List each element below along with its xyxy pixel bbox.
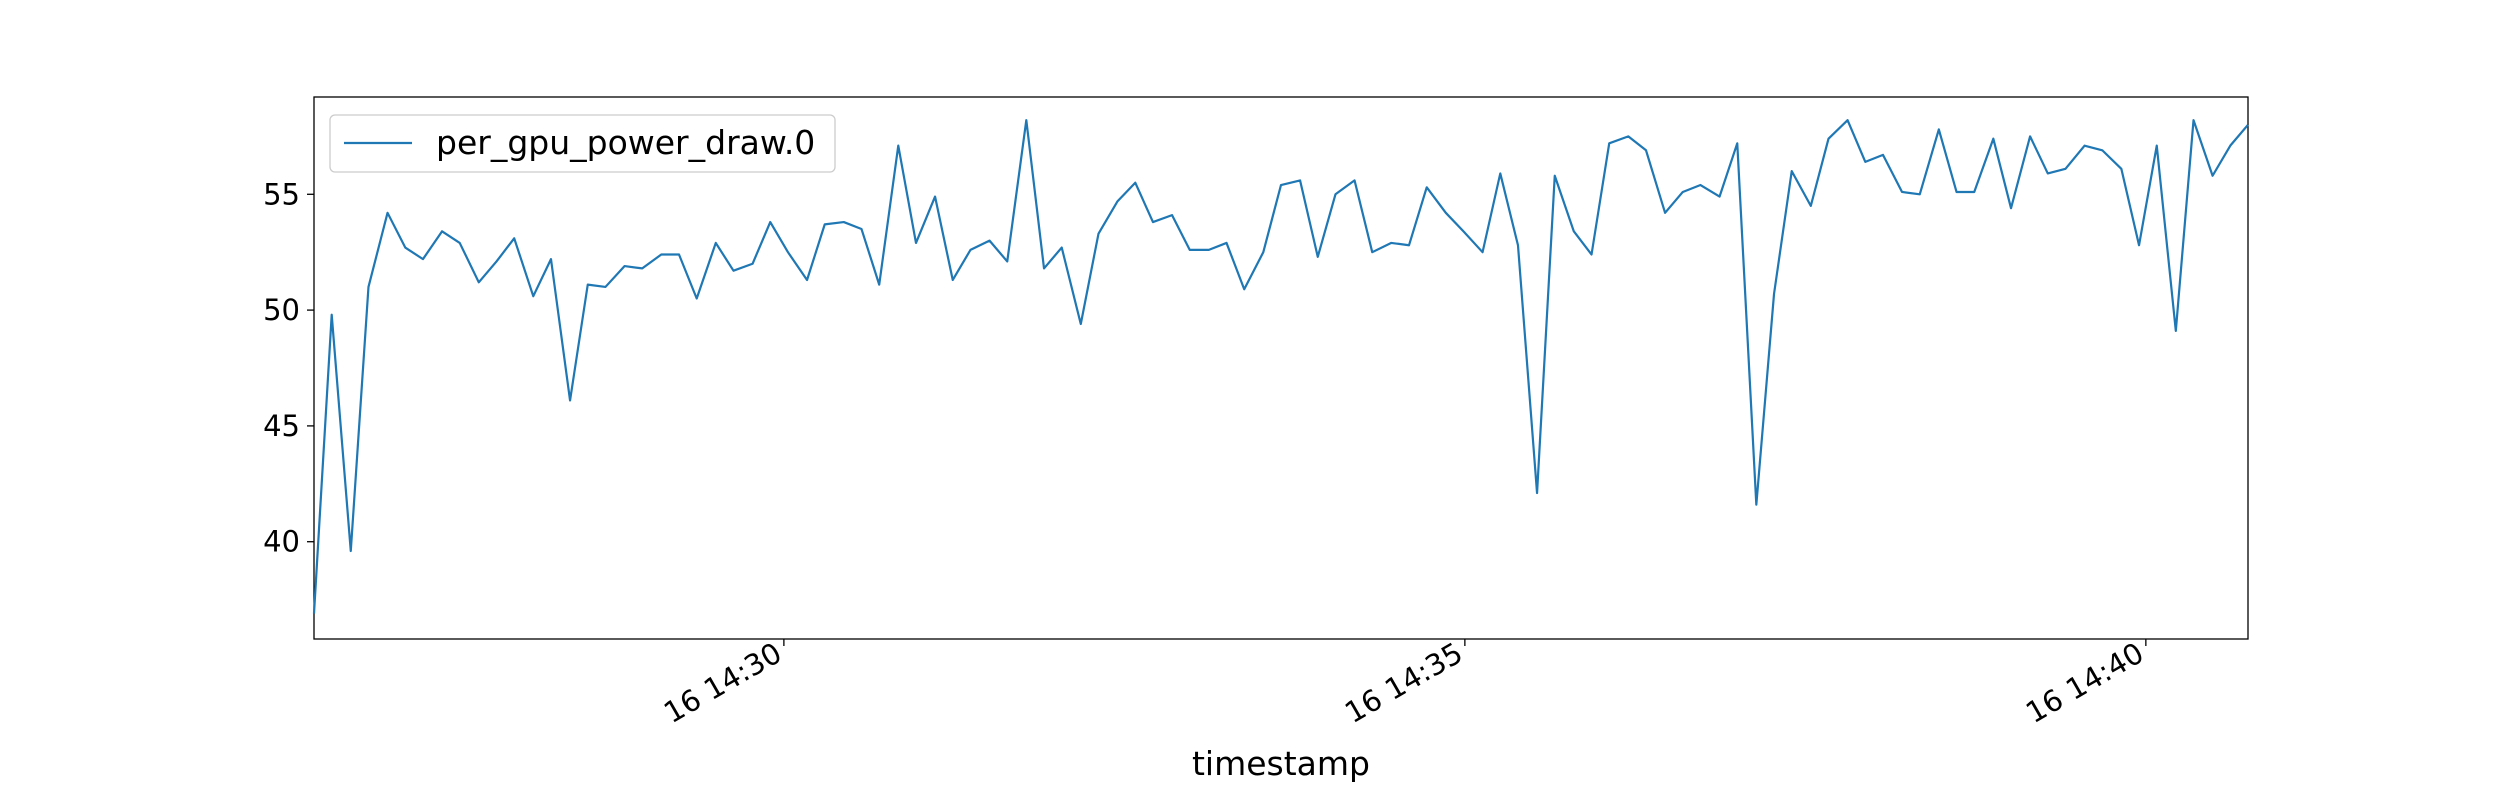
y-tick-label: 50	[263, 293, 300, 327]
legend-box	[329, 114, 836, 173]
legend-label: per_gpu_power_draw.0	[436, 123, 815, 162]
y-tick-label: 40	[263, 525, 300, 559]
y-tick-label: 45	[263, 409, 300, 443]
data-line	[312, 119, 2249, 614]
x-tick-label: 16 14:40	[2020, 636, 2149, 730]
plot-frame	[313, 96, 2249, 640]
x-axis-label: timestamp	[1192, 744, 1370, 783]
y-tick-label: 55	[263, 177, 300, 211]
x-tick-label: 16 14:35	[1339, 636, 1468, 730]
x-tick-label: 16 14:30	[658, 636, 787, 730]
